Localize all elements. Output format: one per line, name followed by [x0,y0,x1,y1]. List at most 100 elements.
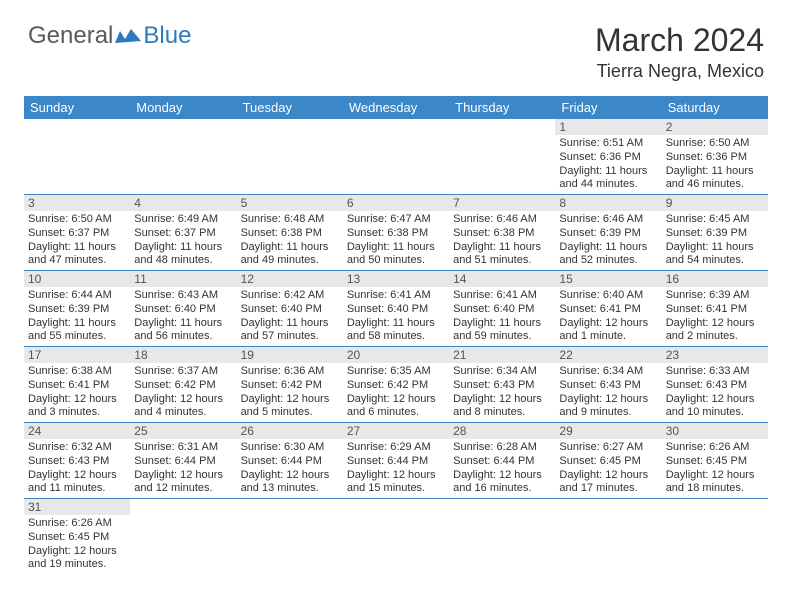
daylight-text-2: and 56 minutes. [134,330,232,344]
daylight-text-2: and 57 minutes. [241,330,339,344]
calendar-header-row: SundayMondayTuesdayWednesdayThursdayFrid… [24,96,768,119]
day-details: Sunrise: 6:29 AMSunset: 6:44 PMDaylight:… [343,439,449,498]
day-details: Sunrise: 6:50 AMSunset: 6:36 PMDaylight:… [662,135,768,194]
daylight-text-2: and 4 minutes. [134,406,232,420]
daylight-text-1: Daylight: 12 hours [28,469,126,483]
day-header: Wednesday [343,96,449,119]
sunset-text: Sunset: 6:40 PM [453,303,551,317]
daylight-text-2: and 52 minutes. [559,254,657,268]
sunrise-text: Sunrise: 6:36 AM [241,365,339,379]
calendar-week-row: 31Sunrise: 6:26 AMSunset: 6:45 PMDayligh… [24,499,768,575]
daylight-text-1: Daylight: 11 hours [559,165,657,179]
day-number: 12 [237,271,343,287]
logo-blue-text: Blue [143,22,191,50]
sunset-text: Sunset: 6:42 PM [347,379,445,393]
day-details: Sunrise: 6:48 AMSunset: 6:38 PMDaylight:… [237,211,343,270]
daylight-text-1: Daylight: 12 hours [28,393,126,407]
daylight-text-1: Daylight: 12 hours [453,393,551,407]
day-details: Sunrise: 6:50 AMSunset: 6:37 PMDaylight:… [24,211,130,270]
calendar-day-cell [555,499,661,575]
calendar-day-cell: 12Sunrise: 6:42 AMSunset: 6:40 PMDayligh… [237,271,343,347]
daylight-text-2: and 2 minutes. [666,330,764,344]
day-number: 5 [237,195,343,211]
calendar-week-row: 3Sunrise: 6:50 AMSunset: 6:37 PMDaylight… [24,195,768,271]
daylight-text-2: and 50 minutes. [347,254,445,268]
daylight-text-2: and 48 minutes. [134,254,232,268]
calendar-day-cell: 29Sunrise: 6:27 AMSunset: 6:45 PMDayligh… [555,423,661,499]
sunrise-text: Sunrise: 6:41 AM [453,289,551,303]
sunset-text: Sunset: 6:42 PM [134,379,232,393]
daylight-text-2: and 8 minutes. [453,406,551,420]
sunrise-text: Sunrise: 6:34 AM [453,365,551,379]
day-details: Sunrise: 6:33 AMSunset: 6:43 PMDaylight:… [662,363,768,422]
daylight-text-2: and 51 minutes. [453,254,551,268]
month-title: March 2024 [595,22,764,59]
daylight-text-1: Daylight: 12 hours [241,469,339,483]
sunrise-text: Sunrise: 6:43 AM [134,289,232,303]
daylight-text-2: and 16 minutes. [453,482,551,496]
daylight-text-2: and 12 minutes. [134,482,232,496]
day-number: 26 [237,423,343,439]
sunset-text: Sunset: 6:36 PM [559,151,657,165]
day-number: 3 [24,195,130,211]
sunrise-text: Sunrise: 6:32 AM [28,441,126,455]
calendar-day-cell [662,499,768,575]
daylight-text-1: Daylight: 12 hours [241,393,339,407]
daylight-text-1: Daylight: 11 hours [28,317,126,331]
day-number: 28 [449,423,555,439]
daylight-text-1: Daylight: 12 hours [559,393,657,407]
day-number: 27 [343,423,449,439]
sunset-text: Sunset: 6:40 PM [347,303,445,317]
calendar-day-cell: 6Sunrise: 6:47 AMSunset: 6:38 PMDaylight… [343,195,449,271]
sunrise-text: Sunrise: 6:46 AM [559,213,657,227]
day-details: Sunrise: 6:32 AMSunset: 6:43 PMDaylight:… [24,439,130,498]
calendar-day-cell: 17Sunrise: 6:38 AMSunset: 6:41 PMDayligh… [24,347,130,423]
calendar-day-cell [237,119,343,195]
sunset-text: Sunset: 6:41 PM [559,303,657,317]
day-details: Sunrise: 6:26 AMSunset: 6:45 PMDaylight:… [662,439,768,498]
day-number: 18 [130,347,236,363]
sunset-text: Sunset: 6:37 PM [28,227,126,241]
sunset-text: Sunset: 6:43 PM [28,455,126,469]
sunrise-text: Sunrise: 6:39 AM [666,289,764,303]
daylight-text-2: and 59 minutes. [453,330,551,344]
sunrise-text: Sunrise: 6:40 AM [559,289,657,303]
flag-icon [115,27,141,45]
daylight-text-1: Daylight: 11 hours [666,165,764,179]
title-block: March 2024 Tierra Negra, Mexico [595,22,764,82]
calendar-table: SundayMondayTuesdayWednesdayThursdayFrid… [24,96,768,574]
day-number: 23 [662,347,768,363]
calendar-day-cell: 18Sunrise: 6:37 AMSunset: 6:42 PMDayligh… [130,347,236,423]
calendar-day-cell: 31Sunrise: 6:26 AMSunset: 6:45 PMDayligh… [24,499,130,575]
day-number: 16 [662,271,768,287]
sunset-text: Sunset: 6:40 PM [134,303,232,317]
sunset-text: Sunset: 6:39 PM [28,303,126,317]
sunset-text: Sunset: 6:41 PM [28,379,126,393]
sunrise-text: Sunrise: 6:42 AM [241,289,339,303]
sunset-text: Sunset: 6:39 PM [559,227,657,241]
calendar-day-cell: 16Sunrise: 6:39 AMSunset: 6:41 PMDayligh… [662,271,768,347]
sunrise-text: Sunrise: 6:30 AM [241,441,339,455]
day-details: Sunrise: 6:26 AMSunset: 6:45 PMDaylight:… [24,515,130,574]
daylight-text-1: Daylight: 11 hours [241,317,339,331]
day-details: Sunrise: 6:41 AMSunset: 6:40 PMDaylight:… [449,287,555,346]
sunset-text: Sunset: 6:39 PM [666,227,764,241]
day-number: 29 [555,423,661,439]
calendar-day-cell: 27Sunrise: 6:29 AMSunset: 6:44 PMDayligh… [343,423,449,499]
daylight-text-1: Daylight: 12 hours [28,545,126,559]
sunrise-text: Sunrise: 6:45 AM [666,213,764,227]
sunset-text: Sunset: 6:45 PM [28,531,126,545]
daylight-text-1: Daylight: 12 hours [134,393,232,407]
calendar-day-cell: 19Sunrise: 6:36 AMSunset: 6:42 PMDayligh… [237,347,343,423]
sunset-text: Sunset: 6:44 PM [134,455,232,469]
calendar-day-cell [343,119,449,195]
daylight-text-1: Daylight: 11 hours [453,317,551,331]
daylight-text-1: Daylight: 11 hours [134,317,232,331]
day-header: Friday [555,96,661,119]
daylight-text-1: Daylight: 11 hours [241,241,339,255]
daylight-text-1: Daylight: 12 hours [559,317,657,331]
day-number: 31 [24,499,130,515]
daylight-text-2: and 55 minutes. [28,330,126,344]
daylight-text-2: and 9 minutes. [559,406,657,420]
day-details: Sunrise: 6:35 AMSunset: 6:42 PMDaylight:… [343,363,449,422]
